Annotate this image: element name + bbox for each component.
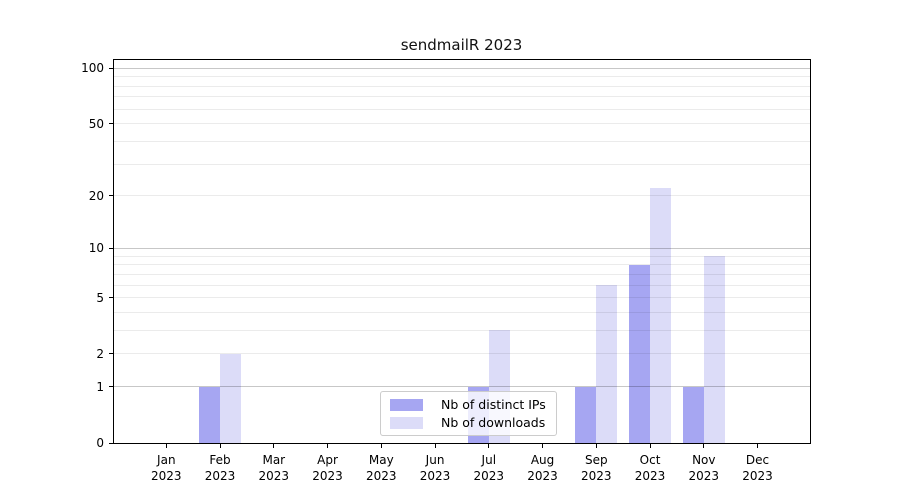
x-tick-label: Oct 2023	[634, 453, 666, 483]
minor-gridline	[114, 284, 810, 286]
y-tick	[109, 247, 113, 249]
y-tick	[109, 123, 113, 125]
plot-area	[113, 59, 811, 444]
y-tick	[109, 195, 113, 197]
bar-ips-oct	[629, 264, 651, 443]
y-tick-label: 0	[96, 436, 104, 450]
minor-gridline	[114, 329, 810, 331]
y-tick	[109, 297, 113, 299]
x-tick-label: Apr 2023	[312, 453, 343, 483]
x-tick-label: Sep 2023	[581, 453, 612, 483]
major-gridline	[114, 247, 810, 249]
y-tick-label: 50	[88, 116, 104, 131]
x-tick-label: Dec 2023	[742, 453, 773, 483]
x-tick-label: Jul 2023	[473, 453, 505, 483]
x-tick	[757, 444, 759, 448]
minor-gridline	[114, 85, 810, 87]
x-tick	[219, 444, 221, 448]
y-tick	[109, 386, 113, 388]
x-tick	[165, 444, 167, 448]
bar-ips-nov	[682, 386, 704, 443]
y-tick-label: 20	[88, 188, 104, 203]
minor-gridline	[114, 96, 810, 98]
y-tick-label: 2	[96, 346, 104, 361]
legend-label-ips: Nb of distinct IPs	[441, 397, 546, 412]
minor-gridline	[114, 353, 810, 355]
x-tick	[703, 444, 705, 448]
major-gridline	[114, 386, 810, 388]
x-tick	[488, 444, 490, 448]
x-tick-label: Aug 2023	[527, 453, 558, 483]
x-tick-label: Nov 2023	[688, 453, 720, 483]
x-tick	[649, 444, 651, 448]
chart-title: sendmailR 2023	[400, 36, 523, 54]
bar-downloads-nov	[703, 256, 725, 443]
legend-item-downloads: Nb of downloads	[390, 415, 547, 430]
bar-downloads-feb	[220, 353, 242, 443]
x-tick	[273, 444, 275, 448]
y-tick-label: 5	[96, 290, 104, 305]
minor-gridline	[114, 255, 810, 257]
x-tick	[434, 444, 436, 448]
legend-label-downloads: Nb of downloads	[441, 415, 546, 430]
y-tick	[109, 67, 113, 69]
x-tick	[542, 444, 544, 448]
minor-gridline	[114, 297, 810, 299]
x-tick	[595, 444, 597, 448]
minor-gridline	[114, 264, 810, 266]
legend: Nb of distinct IPs Nb of downloads	[380, 391, 557, 436]
y-tick-label: 1	[96, 379, 104, 394]
minor-gridline	[114, 273, 810, 275]
minor-gridline	[114, 123, 810, 125]
minor-gridline	[114, 163, 810, 165]
y-tick	[109, 353, 113, 355]
minor-gridline	[114, 311, 810, 313]
legend-swatch-ips-icon	[390, 398, 423, 411]
minor-gridline	[114, 195, 810, 197]
legend-swatch-downloads-icon	[390, 416, 423, 429]
major-gridline	[114, 67, 810, 69]
x-tick-label: Jun 2023	[419, 453, 451, 483]
y-tick	[109, 442, 113, 444]
bar-downloads-sep	[596, 285, 618, 443]
y-tick-label: 10	[88, 241, 104, 256]
x-tick-label: Mar 2023	[258, 453, 290, 483]
legend-item-distinct-ips: Nb of distinct IPs	[390, 397, 547, 412]
x-tick	[380, 444, 382, 448]
minor-gridline	[114, 76, 810, 78]
y-tick-label: 100	[81, 61, 104, 76]
x-tick	[327, 444, 329, 448]
bar-ips-sep	[575, 386, 597, 443]
bar-downloads-oct	[650, 188, 672, 443]
minor-gridline	[114, 141, 810, 143]
x-tick-label: Feb 2023	[204, 453, 236, 483]
x-tick-label: Jan 2023	[151, 453, 182, 483]
x-tick-label: May 2023	[366, 453, 397, 483]
bar-ips-feb	[199, 386, 221, 443]
minor-gridline	[114, 108, 810, 110]
